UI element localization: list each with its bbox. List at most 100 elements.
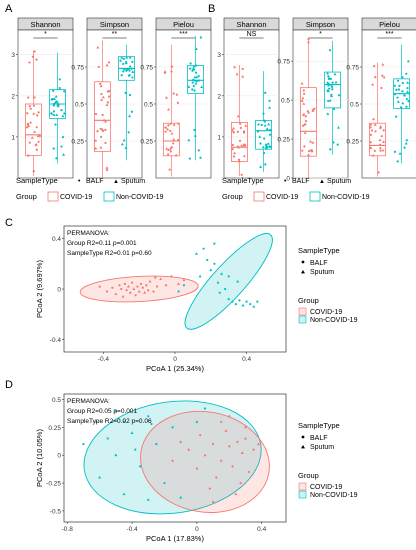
data-point [131,76,134,79]
y-tick-label: 0.5 [350,102,359,109]
data-point [27,96,30,99]
data-point [263,137,266,140]
data-point [97,65,100,69]
data-point [237,159,241,163]
data-point [169,129,172,132]
legend-covid-label: COVID-19 [310,484,342,491]
data-point [60,145,63,148]
legend-sputum-label: Sputum [327,178,351,185]
data-point [240,144,243,147]
data-point [194,82,198,85]
data-point [130,67,133,70]
data-point [406,81,410,84]
data-point [128,73,131,77]
data-point [192,64,196,68]
data-point [129,65,132,68]
data-point [239,122,242,125]
y-tick-label: 3 [11,52,15,59]
data-point [252,305,256,308]
data-point [172,123,176,126]
data-point [95,420,98,423]
data-point [175,154,178,157]
data-point [125,56,129,59]
data-point [155,442,158,446]
data-point [170,70,173,73]
y-tick-label: 2 [11,93,15,100]
y-tick-label: 0.75 [71,65,84,72]
data-point [257,123,260,126]
data-point [239,481,243,485]
data-point [326,72,329,75]
data-point [60,109,63,112]
data-point [193,68,196,71]
legend-covid-key [253,191,265,202]
data-point [191,69,194,72]
data-point [393,150,397,153]
data-point [302,112,306,116]
data-point [55,100,59,104]
data-point [218,291,221,294]
data-point [198,274,202,278]
legend-noncovid-label: Non-COVID-19 [322,194,370,201]
data-point [172,142,175,145]
panel-c-pcoa: -0.4 0 0.4 -0.4 0 0.4 PERMANOVA: Group R2=0.11 … [35,225,287,373]
data-point [309,140,313,143]
data-point [261,145,265,149]
legend-group-title: Group [16,192,37,201]
data-point [333,72,337,76]
data-point [54,95,58,98]
data-point [169,149,173,153]
data-point [396,100,400,103]
x-axis-label: PCoA 1 (25.34%) [146,364,204,373]
data-point [37,111,40,114]
data-point [371,153,375,157]
y-tick-label: -0.5 [50,508,62,515]
data-point [373,149,376,152]
y-tick-label: 0.5 [281,98,290,105]
y-tick-label: -0.25 [46,481,61,488]
data-point [202,247,205,250]
data-point [146,498,150,501]
data-point [373,65,376,68]
data-point [220,420,223,423]
data-point [269,128,272,132]
data-point [304,115,307,118]
data-point [327,99,330,103]
box [24,103,42,156]
significance-label: ** [112,31,118,38]
data-point [105,63,109,67]
data-point [134,294,137,297]
data-point [164,284,168,287]
data-point [172,92,175,95]
y-tick-label: 0.4 [52,236,61,243]
data-point [106,90,110,93]
y-tick-label: 0 [57,453,61,460]
data-point [308,149,311,153]
data-point [228,445,231,448]
data-point [105,168,109,172]
data-point [192,85,195,88]
data-point [193,128,196,132]
data-point [139,465,142,468]
y-tick-label: 2 [217,93,221,100]
data-point [209,268,213,272]
data-point [82,442,85,446]
data-point [125,60,128,64]
data-point [268,99,271,102]
data-point [326,112,330,115]
data-point [380,135,383,138]
legend-balf-label: BALF [310,435,328,442]
data-point [191,88,194,91]
data-point [369,123,372,126]
data-point [177,290,180,293]
data-point [213,262,216,265]
box [324,71,342,109]
y-tick-label: -0.4 [50,337,62,344]
data-point [94,146,98,150]
data-point [406,90,410,93]
data-point [407,60,410,63]
data-point [252,448,255,451]
data-point [139,282,143,286]
y-tick-label: 1 [217,134,221,141]
facet-plot-area [292,29,349,179]
